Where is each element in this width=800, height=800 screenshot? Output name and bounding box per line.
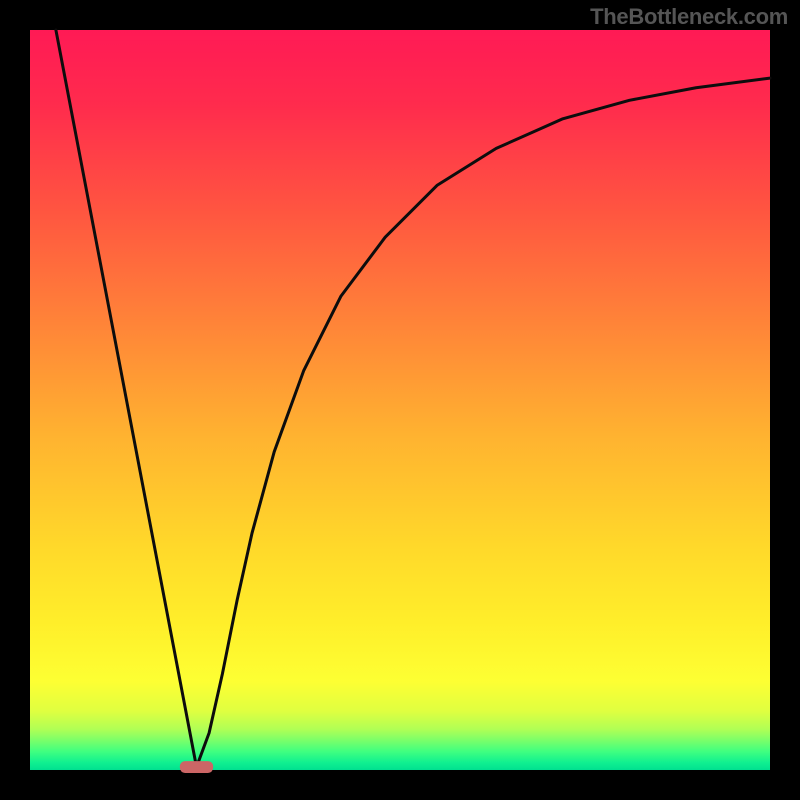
optimal-point-marker: [180, 761, 213, 773]
plot-area: [30, 30, 770, 770]
chart-svg: [0, 0, 800, 800]
chart-container: TheBottleneck.com: [0, 0, 800, 800]
watermark-text: TheBottleneck.com: [590, 4, 788, 30]
